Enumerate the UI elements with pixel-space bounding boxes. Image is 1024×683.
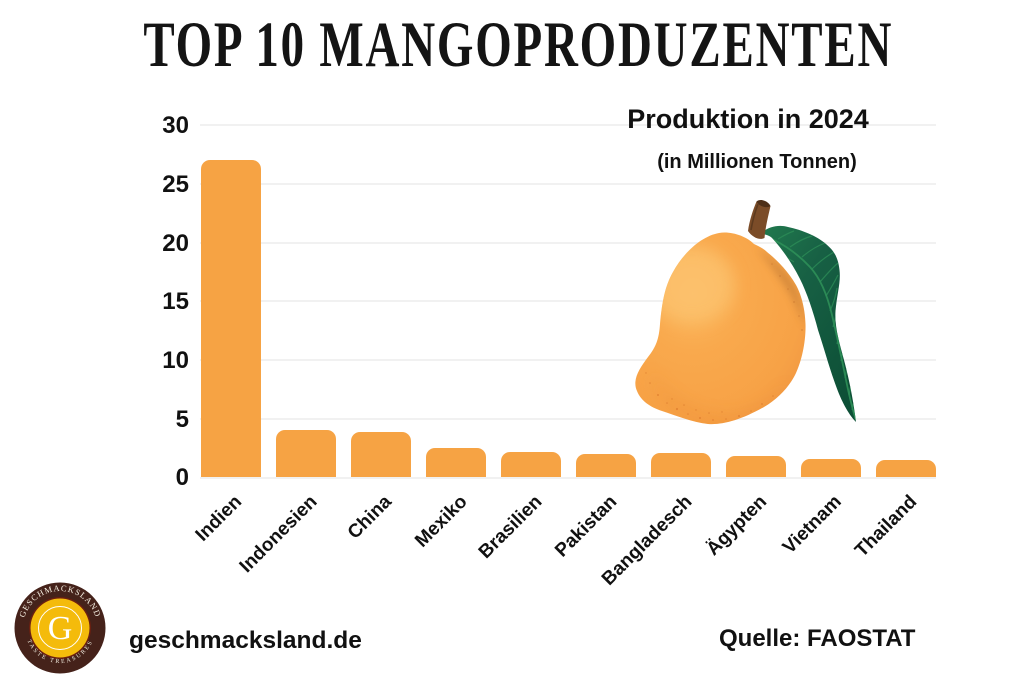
svg-text:G: G <box>48 610 73 647</box>
